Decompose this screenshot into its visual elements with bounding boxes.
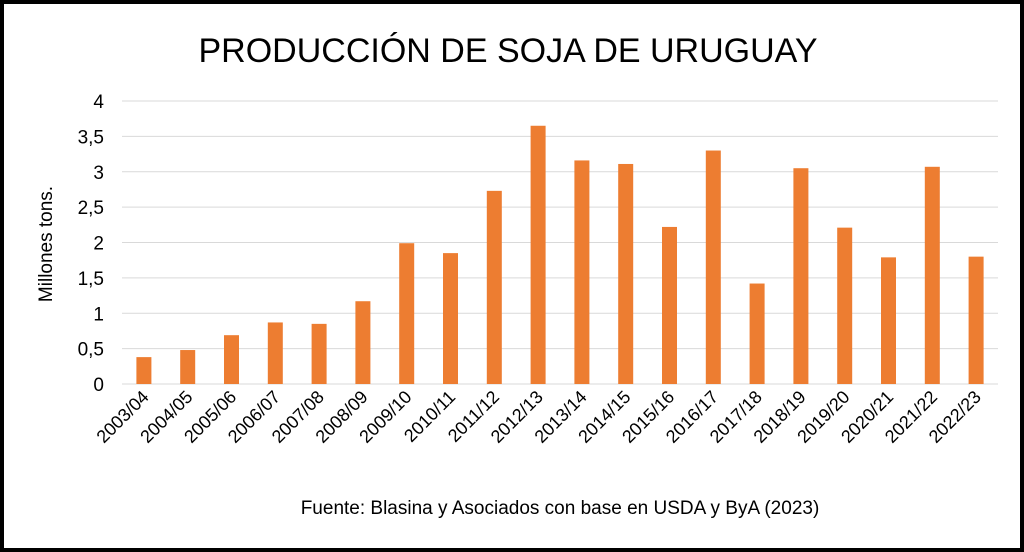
bar: [136, 357, 152, 384]
chart-svg: PRODUCCIÓN DE SOJA DE URUGUAY Millones t…: [36, 32, 998, 519]
bar: [180, 350, 196, 384]
bar: [399, 243, 415, 384]
bar: [793, 168, 809, 384]
y-tick-label: 0: [93, 375, 104, 396]
bar: [618, 163, 634, 384]
bar: [574, 160, 590, 384]
y-tick-label: 3: [93, 163, 104, 184]
bar: [224, 335, 239, 384]
bar: [355, 301, 371, 384]
y-tick-label: 4: [93, 92, 104, 113]
y-tick-label: 1: [93, 304, 104, 325]
bar: [530, 125, 546, 384]
bar: [443, 253, 458, 384]
y-tick-label: 2: [93, 234, 104, 255]
bar: [311, 323, 327, 384]
source-note: Fuente: Blasina y Asociados con base en …: [301, 498, 820, 519]
bar: [486, 190, 502, 384]
bar: [662, 226, 677, 384]
chart-title: PRODUCCIÓN DE SOJA DE URUGUAY: [198, 32, 817, 70]
bar: [968, 256, 984, 384]
y-tick-label: 1,5: [78, 269, 104, 290]
bar: [705, 150, 721, 384]
y-axis-ticks: 0 0,5 1 1,5 2 2,5 3 3,5 4: [78, 92, 105, 396]
bar: [837, 227, 853, 384]
y-tick-label: 2,5: [78, 198, 104, 219]
bars: [136, 125, 984, 384]
bar: [924, 166, 940, 384]
x-axis-ticks: 2003/042004/052005/062006/072007/082008/…: [93, 387, 985, 447]
bar: [267, 322, 283, 384]
y-tick-label: 0,5: [78, 340, 104, 361]
bar: [749, 283, 765, 384]
gridlines: [122, 100, 998, 385]
y-tick-label: 3,5: [78, 127, 104, 148]
bar: [881, 257, 896, 384]
y-axis-label: Millones tons.: [36, 186, 57, 302]
